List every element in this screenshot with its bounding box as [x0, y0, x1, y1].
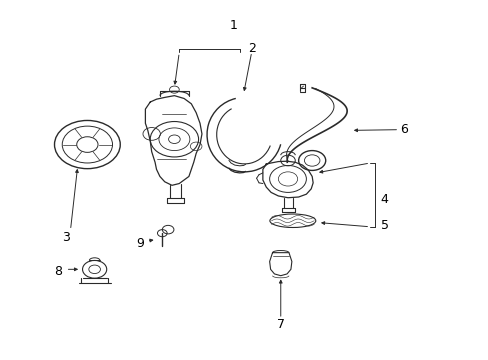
Text: 3: 3 — [61, 231, 69, 244]
Text: 6: 6 — [399, 123, 407, 136]
Text: 8: 8 — [54, 265, 62, 278]
Text: 9: 9 — [136, 237, 144, 249]
Text: 7: 7 — [276, 318, 284, 331]
Text: 1: 1 — [229, 19, 237, 32]
Text: 4: 4 — [380, 193, 388, 206]
Text: 5: 5 — [380, 219, 388, 232]
Text: 2: 2 — [247, 42, 255, 55]
